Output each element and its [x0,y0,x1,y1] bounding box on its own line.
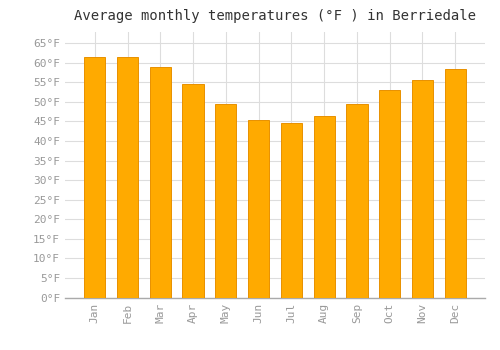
Bar [314,116,335,298]
Title: Average monthly temperatures (°F ) in Berriedale: Average monthly temperatures (°F ) in Be… [74,9,476,23]
Bar [248,119,270,298]
Bar [182,84,204,298]
Bar [280,124,302,298]
Bar [117,57,138,298]
Bar [412,80,433,298]
Bar [150,67,171,298]
Bar [444,69,466,298]
Bar [215,104,236,298]
Bar [379,90,400,298]
Bar [346,104,368,298]
Bar [84,57,106,298]
